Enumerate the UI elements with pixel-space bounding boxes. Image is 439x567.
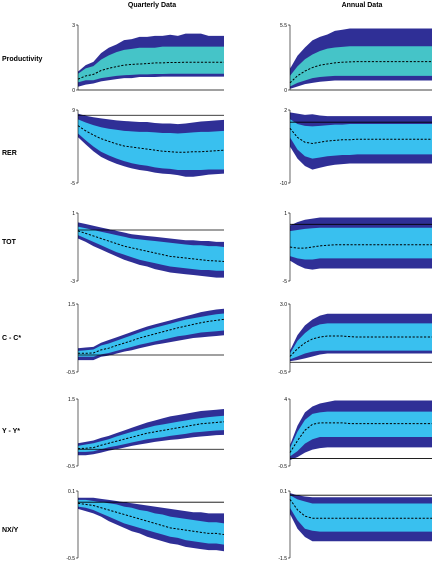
y-tick-label: 1 xyxy=(284,211,287,217)
mean-line xyxy=(78,318,225,354)
y-tick-label: -0.5 xyxy=(66,556,75,562)
row-label-tot: TOT xyxy=(2,239,17,246)
panel-rer-quarterly-data: 9 -5 xyxy=(71,108,225,187)
inner-band xyxy=(78,226,224,271)
inner-band xyxy=(78,499,224,545)
column-title-quarterly: Quarterly Data xyxy=(128,2,176,9)
mean-line xyxy=(289,244,432,249)
y-tick-label: -0.5 xyxy=(278,370,287,376)
y-tick-label: 1.5 xyxy=(68,302,75,308)
mean-line xyxy=(77,421,225,450)
y-tick-label: 0.1 xyxy=(280,489,287,495)
inner-band xyxy=(290,46,432,87)
mean-line xyxy=(77,502,225,536)
mean-line xyxy=(77,125,225,153)
inner-band xyxy=(290,495,432,532)
panel-y-y-annual-data: 4 -0.5 xyxy=(278,397,432,470)
y-tick-label: 3.0 xyxy=(280,302,287,308)
inner-band xyxy=(78,46,224,83)
y-tick-label: 2 xyxy=(284,108,287,114)
mean-line xyxy=(289,335,432,357)
panels-group: 305.509-52-101-31-51.5-0.53.0-0.51.5-0.5… xyxy=(66,23,432,562)
row-label-productivity: Productivity xyxy=(2,56,43,63)
y-tick-label: -1.5 xyxy=(278,556,287,562)
y-tick-label: 0 xyxy=(72,88,75,94)
panel-c-c-annual-data: 3.0 -0.5 xyxy=(278,302,432,376)
panel-c-c-quarterly-data: 1.5 -0.5 xyxy=(66,302,225,376)
inner-band xyxy=(78,415,224,452)
mean-line xyxy=(289,61,432,84)
panel-nx-y-quarterly-data: 0.1 -0.5 xyxy=(66,489,225,562)
panel-rer-annual-data: 2 -10 xyxy=(280,108,432,187)
panel-productivity-annual-data: 5.50 xyxy=(280,23,432,94)
y-tick-label: 9 xyxy=(72,108,75,114)
y-tick-label: -3 xyxy=(71,279,76,285)
y-tick-label: 1 xyxy=(72,211,75,217)
y-tick-label: -0.5 xyxy=(278,464,287,470)
y-tick-label: -0.5 xyxy=(66,464,75,470)
row-label-nx-y: NX/Y xyxy=(2,527,19,534)
y-tick-label: 5.5 xyxy=(280,23,287,29)
y-tick-label: 0.1 xyxy=(68,489,75,495)
panel-tot-annual-data: 1 -5 xyxy=(283,211,432,285)
y-tick-label: -5 xyxy=(283,279,288,285)
column-title-annual: Annual Data xyxy=(342,2,383,9)
y-tick-label: -0.5 xyxy=(66,370,75,376)
y-tick-label: 0 xyxy=(284,88,287,94)
inner-band xyxy=(78,119,224,170)
mean-line xyxy=(289,499,432,519)
row-label-y-y-star: Y - Y* xyxy=(2,428,20,435)
row-label-rer: RER xyxy=(2,150,17,157)
mean-line xyxy=(289,422,432,453)
y-tick-label: 1.5 xyxy=(68,397,75,403)
panel-nx-y-annual-data: 0.1 -1.5 xyxy=(278,489,432,562)
y-tick-label: -5 xyxy=(71,181,76,187)
inner-band xyxy=(290,227,432,260)
row-label-c-c-star: C - C* xyxy=(2,335,21,342)
inner-band xyxy=(78,313,224,357)
inner-band xyxy=(290,323,432,360)
panel-tot-quarterly-data: 1 -3 xyxy=(71,211,225,285)
y-tick-label: -10 xyxy=(280,181,287,187)
panel-productivity-quarterly-data: 30 xyxy=(72,23,224,94)
panel-y-y-quarterly-data: 1.5 -0.5 xyxy=(66,397,225,470)
y-tick-label: 3 xyxy=(72,23,75,29)
mean-line xyxy=(289,127,432,144)
mean-line xyxy=(77,230,225,262)
y-tick-label: 4 xyxy=(284,397,287,403)
